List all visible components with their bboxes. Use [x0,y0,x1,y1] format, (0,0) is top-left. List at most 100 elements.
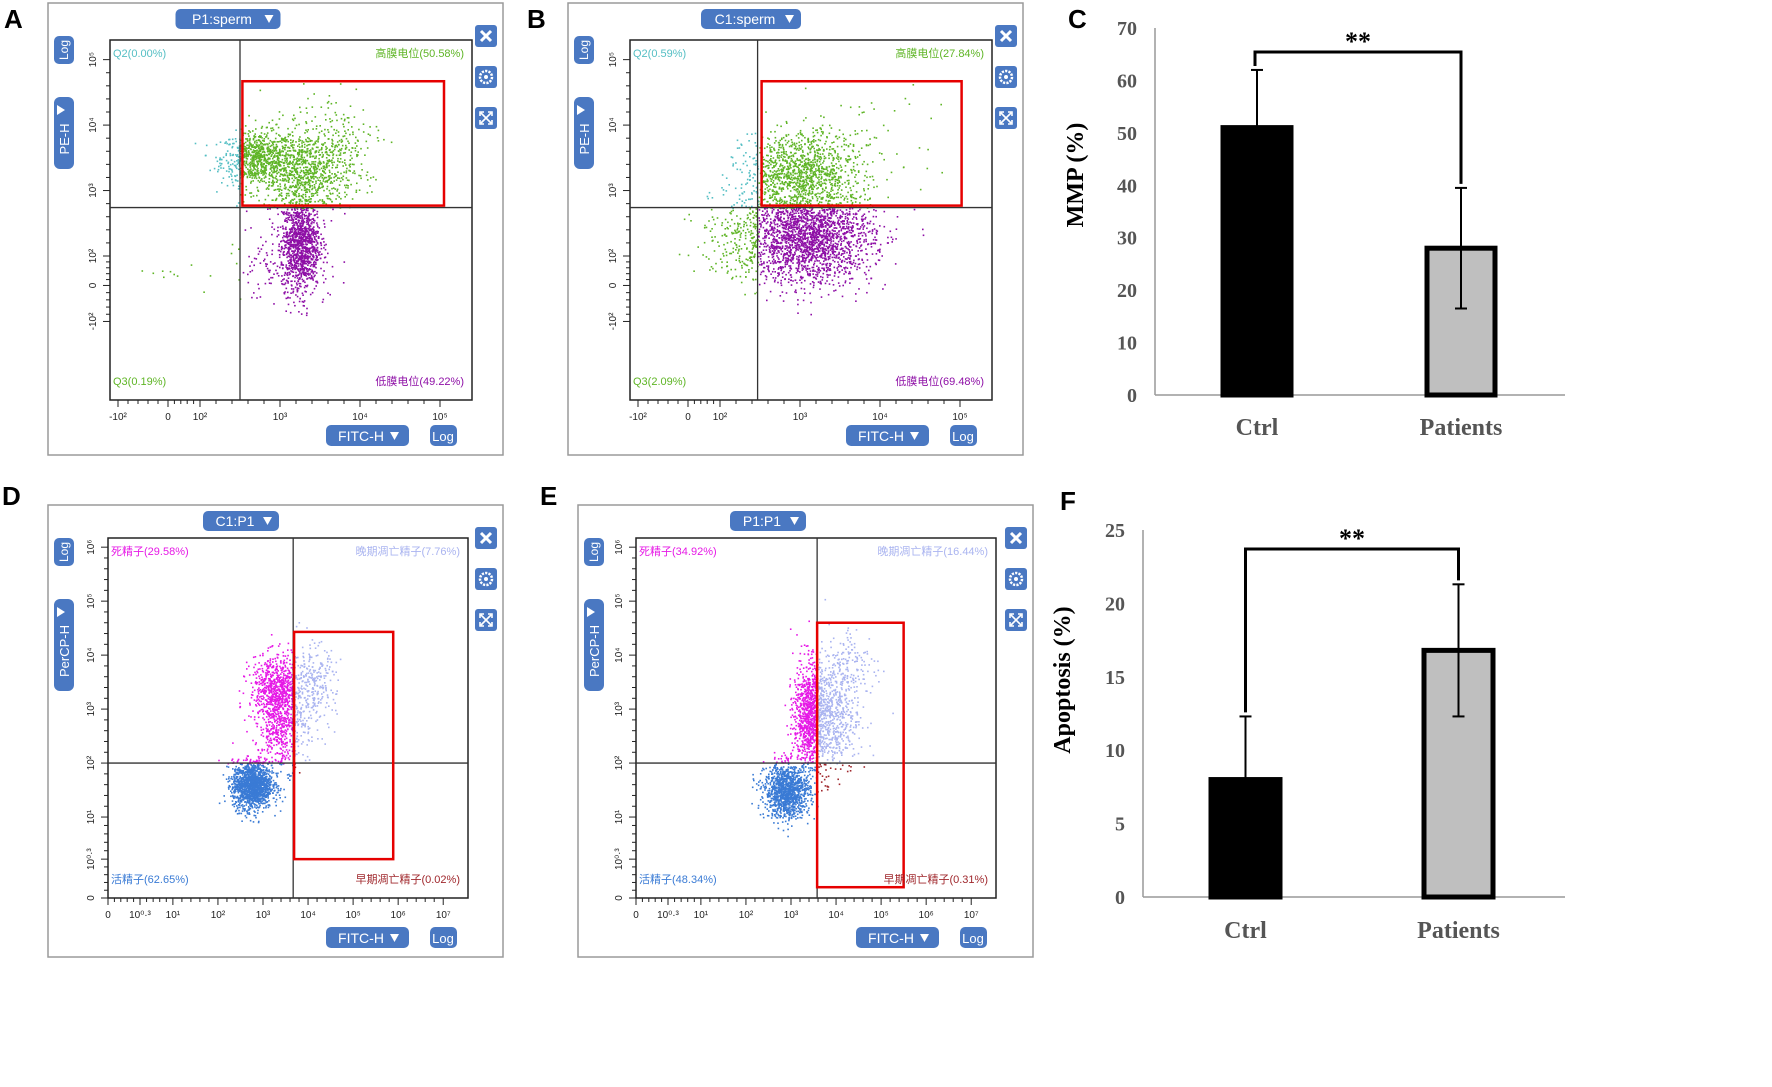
scatter-point [263,144,265,146]
scatter-point [838,180,840,182]
scatter-point [744,160,747,163]
scatter-point [287,188,289,191]
scatter-point [812,188,814,191]
scatter-point [736,139,739,142]
scatter-point [294,193,297,196]
scatter-point [351,147,354,149]
scatter-point [251,164,254,167]
scatter-point [772,239,774,241]
scatter-point [285,180,288,182]
scatter-point [746,164,748,167]
scatter-point [247,168,249,170]
scatter-point [246,176,249,179]
scatter-point [757,232,760,235]
scatter-point [260,156,262,158]
scatter-point [837,177,840,180]
scatter-point [282,254,285,256]
scatter-point [252,149,255,151]
scatter-point [794,176,796,179]
scatter-point [308,179,310,182]
scatter-point [786,174,788,176]
scatter-point [734,187,737,190]
scatter-point [307,269,310,271]
x-scale-bg[interactable] [430,425,457,446]
expand-button[interactable] [475,107,497,129]
scatter-point [297,152,299,154]
gear-button[interactable] [475,66,497,88]
scatter-point [787,140,790,142]
scatter-point [844,237,847,239]
scatter-point [781,137,783,140]
scatter-point [783,177,785,179]
scatter-point [796,157,798,160]
scatter-point [308,268,311,270]
scatter-point [305,121,307,123]
scatter-point [275,164,278,167]
y-scale-label[interactable]: Log [57,40,71,60]
gate-selector-button[interactable]: P1:sperm [175,9,281,29]
y-parameter-label[interactable]: PE-H [57,123,72,154]
scatter-point [854,155,856,158]
scatter-point [771,194,774,197]
scatter-point [274,147,276,149]
scatter-point [257,174,259,176]
scatter-point [230,252,233,255]
scatter-point [809,176,812,179]
scatter-point [315,168,317,171]
scatter-point [291,243,293,246]
scatter-point [302,178,305,180]
scatter-point [298,219,301,222]
x-parameter-label[interactable]: FITC-H [338,428,384,444]
y-scale-bg[interactable] [54,36,74,64]
scatter-point [316,216,319,219]
scatter-point [306,150,309,153]
scatter-point [237,168,240,171]
x-parameter-button[interactable]: FITC-H [326,425,409,446]
scatter-point [278,163,281,165]
scatter-point [791,141,793,144]
scatter-point [297,260,300,262]
y-parameter-bg[interactable] [54,97,74,169]
scatter-point [302,223,304,225]
scatter-point [296,289,298,291]
scatter-point [287,212,290,214]
scatter-point [287,239,289,241]
scatter-point [326,151,328,154]
scatter-point [776,260,779,263]
scatter-point [837,191,839,194]
close-button[interactable] [475,25,497,47]
scatter-point [850,189,852,192]
scatter-point [822,223,824,226]
scatter-point [304,193,307,196]
scatter-point [303,221,305,223]
gate-rectangle[interactable] [241,79,446,207]
scatter-point [330,125,333,128]
scatter-point [854,170,856,172]
x-parameter-bg[interactable] [326,425,409,446]
gate-selector-bg[interactable] [175,9,281,29]
scatter-point [348,142,350,144]
scatter-point [922,228,924,231]
scatter-point [294,244,296,246]
scatter-point [307,231,310,234]
scatter-point [800,176,802,179]
y-scale-button[interactable]: Log [54,36,74,64]
scatter-point [844,213,846,215]
scatter-point [298,311,300,313]
scatter-point [247,151,250,153]
scatter-point [298,277,301,279]
scatter-point [228,176,230,178]
scatter-point [783,175,786,178]
scatter-point [308,238,311,241]
scatter-point [261,178,263,180]
y-parameter-button[interactable]: PE-H [54,97,74,169]
x-scale-label[interactable]: Log [432,429,454,444]
scatter-point [813,139,815,141]
scatter-point [258,152,261,155]
scatter-point [300,240,303,242]
gate-selector-label[interactable]: P1:sperm [192,11,252,27]
scatter-point [255,150,257,152]
scatter-point [295,221,297,223]
scatter-point [294,127,296,130]
x-scale-button[interactable]: Log [430,425,457,446]
